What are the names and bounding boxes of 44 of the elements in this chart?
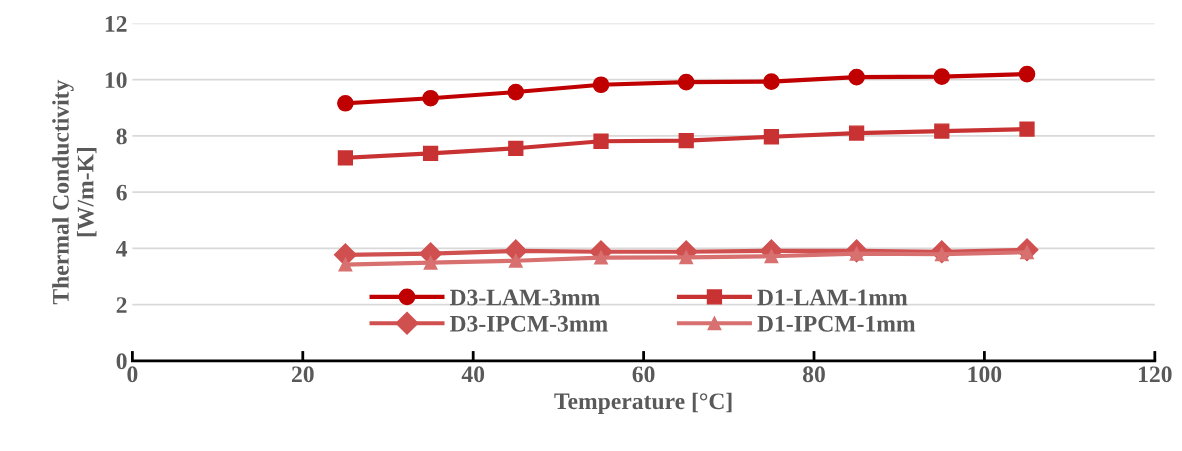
- y-tick-label: 0: [116, 353, 127, 370]
- x-axis-title: Temperature [°C]: [554, 392, 732, 415]
- y-tick-label: 10: [105, 72, 127, 89]
- legend-label: D1-IPCM-1mm: [757, 315, 916, 332]
- legend-label: D3-IPCM-3mm: [449, 315, 608, 332]
- point: [1019, 121, 1035, 137]
- point: [764, 249, 779, 264]
- point: [679, 250, 694, 265]
- y-tick-label: 2: [116, 297, 127, 313]
- point: [848, 68, 865, 86]
- y-tick-label: 8: [116, 128, 127, 145]
- x-tick-label: 40: [461, 366, 485, 383]
- point: [593, 133, 609, 149]
- point: [677, 73, 695, 91]
- y-tick-label: 12: [105, 16, 127, 32]
- point: [508, 253, 523, 268]
- x-tick-label: 60: [632, 366, 655, 383]
- point: [848, 125, 865, 141]
- point: [933, 68, 951, 85]
- point: [763, 73, 780, 90]
- point: [678, 133, 694, 149]
- point: [337, 150, 354, 166]
- point: [763, 129, 780, 145]
- point: [423, 255, 438, 270]
- point: [508, 140, 524, 156]
- x-tick-label: 0: [127, 366, 138, 383]
- point: [338, 257, 353, 272]
- point: [592, 76, 610, 94]
- point: [934, 123, 950, 139]
- point: [422, 145, 439, 161]
- legend-label: D3-LAM-3mm: [449, 289, 600, 306]
- x-tick-label: 80: [802, 366, 825, 383]
- y-tick-label: 6: [116, 184, 127, 201]
- point: [507, 83, 525, 101]
- y-tick-label: 4: [116, 241, 128, 257]
- point: [1018, 65, 1036, 83]
- point: [422, 89, 439, 107]
- y-axis-title: Thermal Conductivity [W/m-K]: [52, 79, 97, 305]
- x-tick-label: 100: [968, 366, 1002, 383]
- point: [337, 94, 354, 112]
- x-tick-label: 20: [291, 366, 314, 383]
- point: [594, 250, 608, 265]
- legend-label: D1-LAM-1mm: [757, 289, 908, 306]
- x-tick-label: 120: [1139, 366, 1172, 383]
